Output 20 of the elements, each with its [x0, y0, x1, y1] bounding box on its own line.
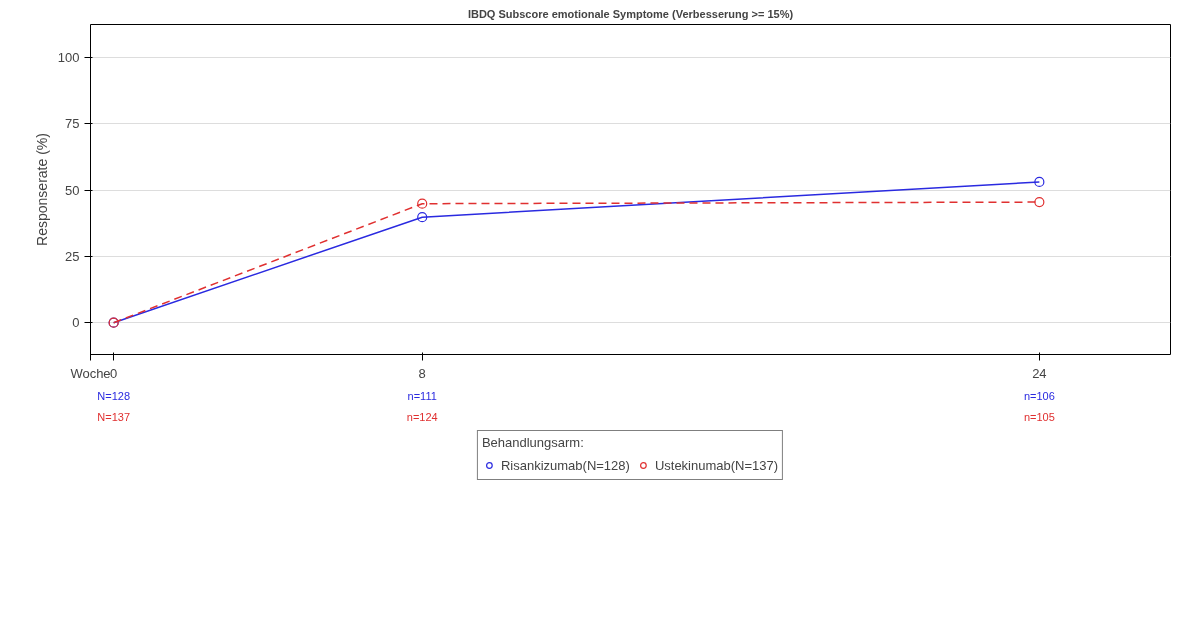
text: n=105	[1023, 410, 1055, 423]
text: N=137	[97, 410, 131, 423]
x-tick-label: 0	[110, 365, 118, 381]
y-tick-label: 50	[65, 182, 80, 198]
y-tick-label: 75	[65, 116, 80, 132]
text: n=106	[1023, 389, 1055, 402]
legend-label: Ustekinumab(N=137)	[654, 457, 779, 473]
chart-title: IBDQ Subscore emotionale Symptome (Verbesserung >= 15%)	[467, 7, 794, 20]
legend-title: Behandlungsarm:	[481, 435, 585, 450]
text: n=124	[406, 410, 438, 423]
y-tick-label: 100	[57, 50, 80, 66]
text: n=111	[407, 389, 437, 402]
text: N=128	[97, 389, 131, 402]
y-tick-label: 0	[72, 315, 80, 331]
x-tick-label: 8	[418, 365, 426, 381]
x-axis-title: Woche	[70, 365, 111, 381]
x-tick-label: 24	[1032, 365, 1047, 381]
y-tick-label: 25	[65, 248, 80, 264]
legend-label: Risankizumab(N=128)	[500, 457, 630, 473]
y-axis-title: Responserate (%)	[33, 133, 50, 246]
